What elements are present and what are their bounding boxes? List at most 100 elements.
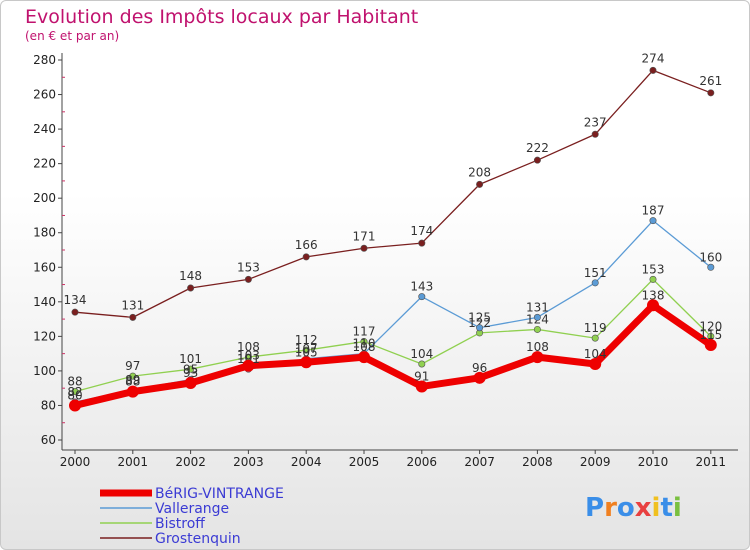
- data-label: 274: [642, 51, 665, 65]
- data-label: 108: [237, 340, 260, 354]
- chart-subtitle: (en € et par an): [25, 29, 119, 43]
- data-label: 138: [642, 288, 665, 302]
- data-label: 104: [410, 347, 433, 361]
- data-label: 134: [64, 293, 87, 307]
- data-point: [649, 275, 657, 283]
- data-point: [244, 275, 252, 283]
- series-line-0: [74, 301, 713, 409]
- data-point: [415, 380, 428, 393]
- data-point: [129, 372, 137, 380]
- series-line-3: [74, 69, 712, 319]
- data-point: [418, 293, 426, 301]
- data-label: 151: [584, 266, 607, 280]
- data-point: [647, 299, 659, 312]
- data-point: [476, 324, 484, 332]
- x-tick-label: 2001: [118, 455, 149, 469]
- series-line-2: [74, 278, 712, 393]
- data-point: [187, 284, 195, 292]
- data-point: [707, 263, 715, 271]
- data-label: 208: [468, 165, 491, 179]
- data-label: 101: [237, 352, 260, 366]
- x-tick-label: 2009: [580, 455, 611, 469]
- data-point: [129, 313, 137, 321]
- x-tick-label: 2006: [407, 455, 438, 469]
- data-point: [360, 244, 368, 252]
- y-tick-label: 140: [33, 295, 56, 309]
- data-point: [360, 338, 368, 346]
- x-tick-label: 2003: [233, 455, 264, 469]
- data-label: 91: [414, 369, 429, 383]
- data-label: 93: [183, 366, 198, 380]
- x-tick-label: 2011: [696, 455, 727, 469]
- data-point: [418, 360, 426, 368]
- data-label: 119: [584, 321, 607, 335]
- data-label: 88: [67, 375, 82, 389]
- data-point: [242, 359, 255, 372]
- data-label: 166: [295, 238, 318, 252]
- data-label: 104: [584, 347, 607, 361]
- data-label: 89: [125, 373, 140, 387]
- data-point: [589, 358, 602, 370]
- data-label: 88: [125, 375, 140, 389]
- data-point: [71, 388, 79, 396]
- data-label: 261: [699, 74, 722, 88]
- data-point: [69, 399, 81, 412]
- chart-title: Evolution des Impôts locaux par Habitant: [25, 6, 418, 28]
- data-label: 107: [295, 342, 318, 356]
- data-point: [300, 356, 313, 369]
- legend-entry: Vallerange: [155, 501, 229, 517]
- data-label: 131: [121, 298, 144, 312]
- data-label: 80: [67, 388, 82, 402]
- data-point: [187, 365, 195, 373]
- data-point: [358, 351, 370, 364]
- y-tick-label: 120: [33, 329, 56, 343]
- data-label: 187: [642, 204, 665, 218]
- legend-entry: BéRIG-VINTRANGE: [155, 486, 284, 502]
- x-tick-label: 2008: [522, 455, 553, 469]
- data-point: [418, 239, 426, 247]
- data-point: [533, 313, 541, 321]
- data-label: 143: [410, 280, 433, 294]
- x-tick-label: 2010: [638, 455, 669, 469]
- x-tick-label: 2007: [464, 455, 495, 469]
- data-point: [473, 371, 486, 384]
- data-label: 108: [353, 340, 376, 354]
- data-label: 153: [237, 260, 260, 274]
- y-tick-label: 160: [33, 260, 56, 274]
- data-point: [649, 66, 657, 74]
- data-point: [302, 346, 310, 354]
- data-label: 160: [699, 250, 722, 264]
- data-point: [184, 377, 197, 389]
- data-point: [591, 334, 599, 342]
- data-label: 153: [642, 262, 665, 276]
- data-label: 95: [183, 363, 198, 377]
- data-label: 112: [295, 333, 318, 347]
- data-point: [533, 325, 541, 333]
- data-point: [591, 130, 599, 138]
- x-tick-label: 2002: [175, 455, 206, 469]
- legend-entry: Bistroff: [155, 516, 205, 532]
- data-label: 115: [699, 328, 722, 342]
- data-label: 82: [67, 385, 82, 399]
- y-tick-label: 260: [33, 88, 56, 102]
- data-point: [476, 180, 484, 188]
- y-tick-label: 220: [33, 157, 56, 171]
- y-tick-label: 240: [33, 122, 56, 136]
- data-point: [591, 279, 599, 287]
- data-label: 222: [526, 141, 549, 155]
- data-point: [531, 351, 544, 364]
- data-label: 120: [699, 319, 722, 333]
- data-point: [533, 156, 541, 164]
- y-tick-label: 100: [33, 364, 56, 378]
- y-tick-label: 60: [41, 433, 56, 447]
- data-label: 105: [295, 345, 318, 359]
- data-label: 108: [526, 340, 549, 354]
- data-label: 97: [125, 359, 140, 373]
- data-label: 171: [353, 229, 376, 243]
- proxiti-logo: Proxiti: [585, 493, 682, 523]
- data-label: 96: [472, 361, 487, 375]
- y-tick-label: 80: [41, 398, 56, 412]
- x-tick-label: 2005: [349, 455, 380, 469]
- y-tick-label: 180: [33, 226, 56, 240]
